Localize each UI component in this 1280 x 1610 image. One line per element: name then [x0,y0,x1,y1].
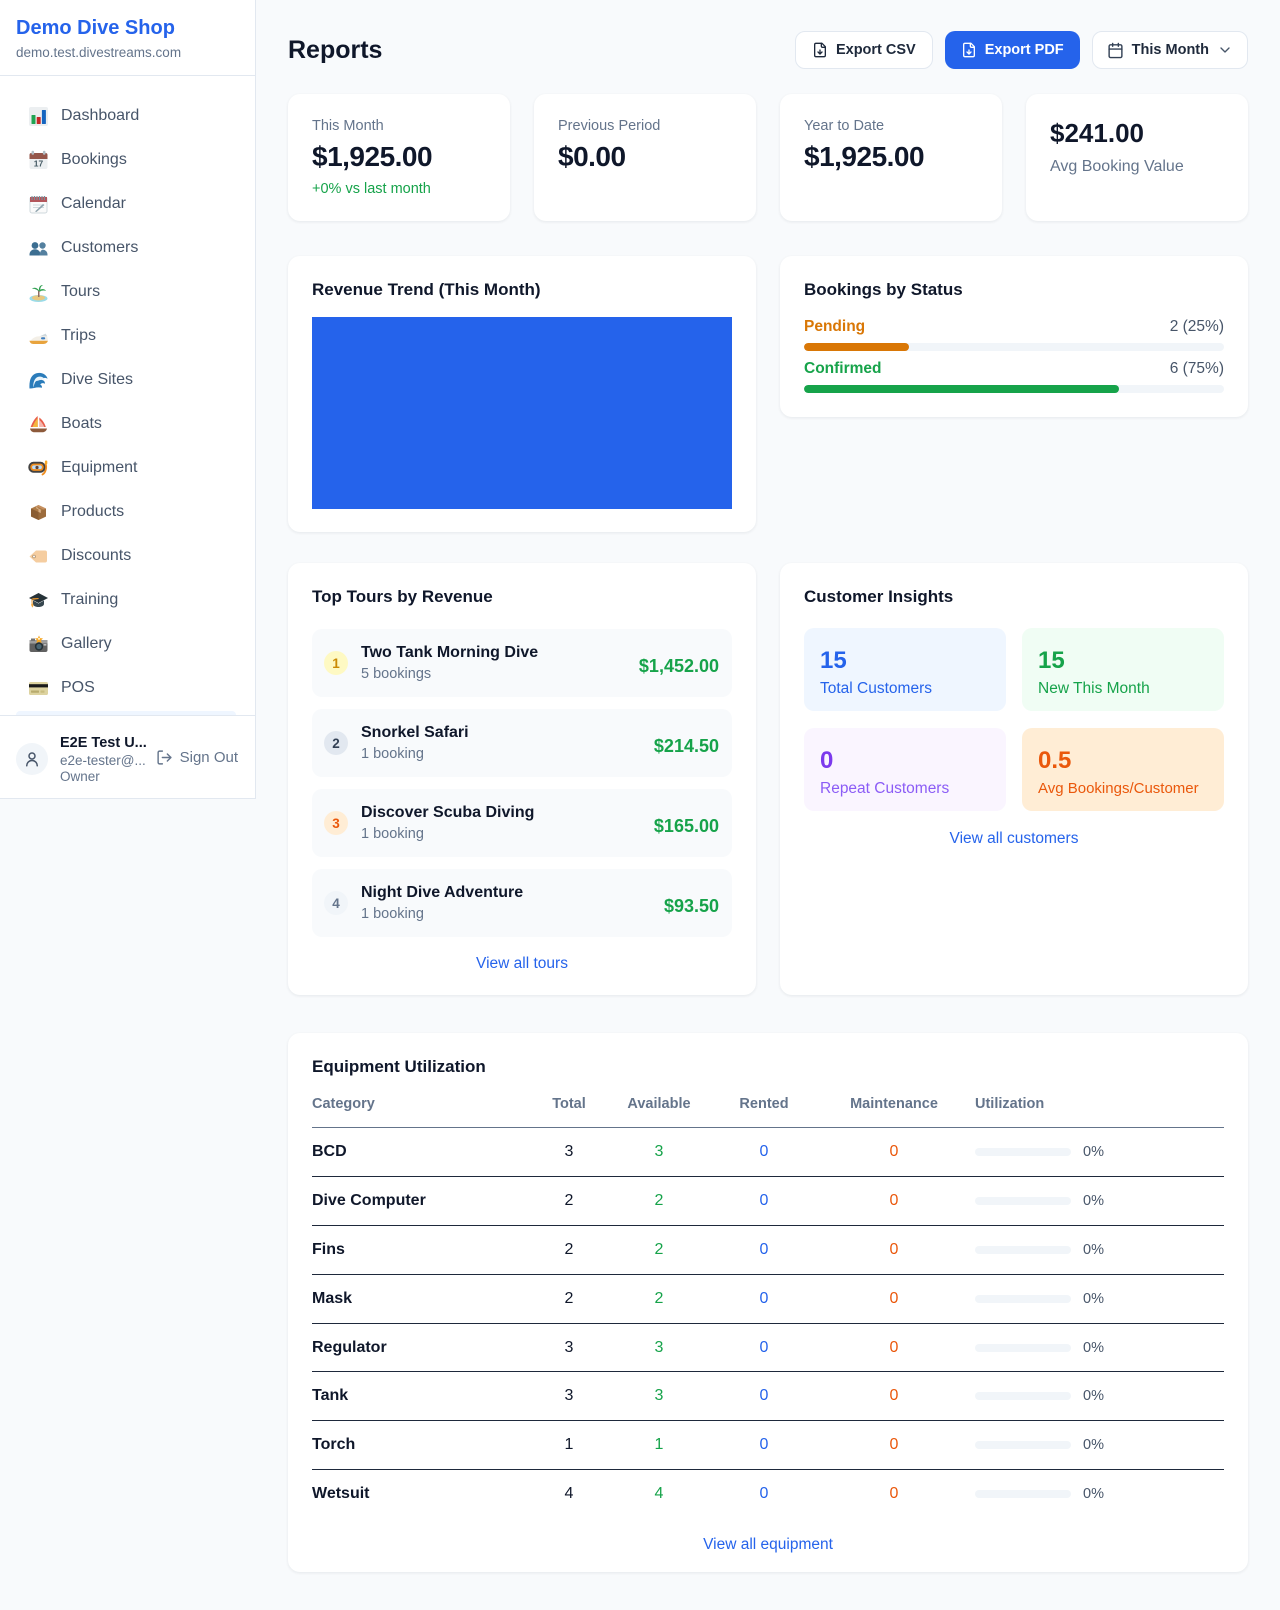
svg-text:17: 17 [34,158,44,168]
